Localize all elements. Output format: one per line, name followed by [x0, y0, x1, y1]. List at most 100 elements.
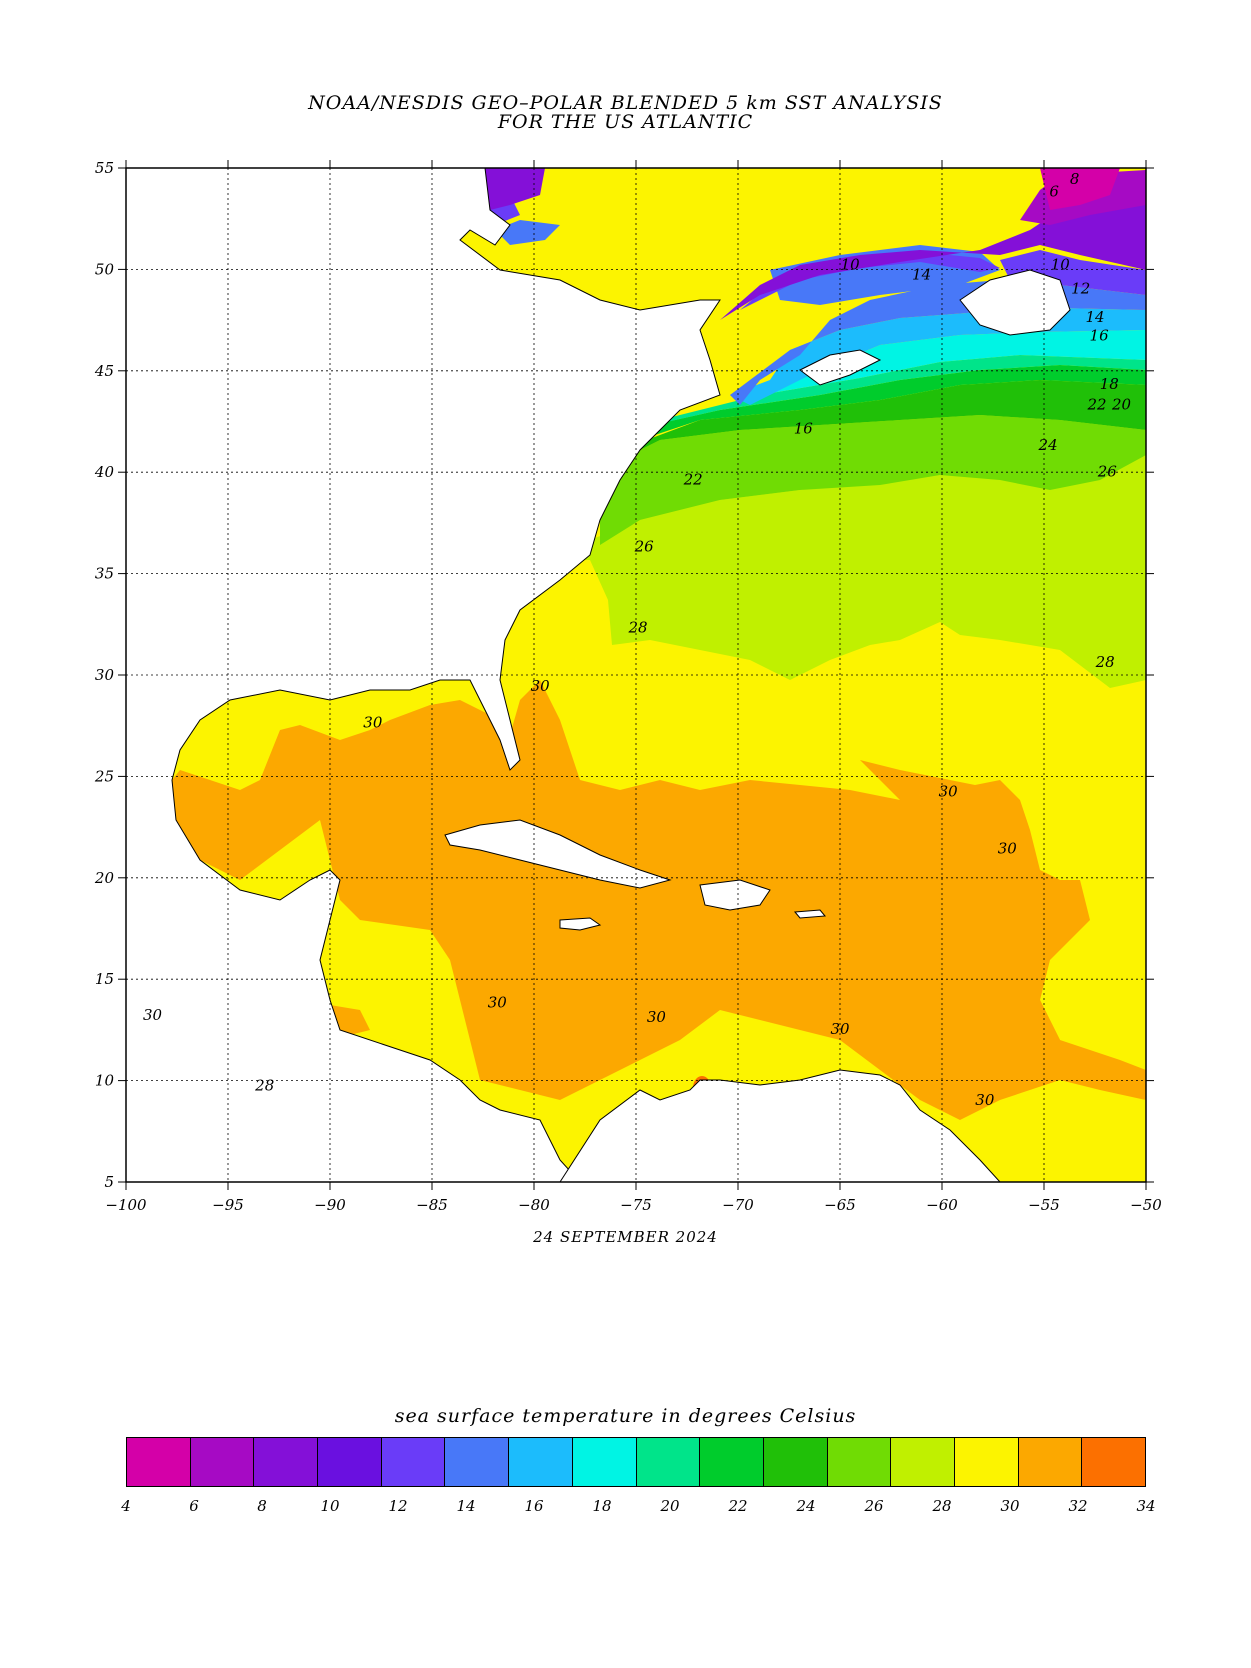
contour-label: 30 [975, 1091, 995, 1109]
contour-label: 30 [647, 1008, 667, 1026]
contour-label: 8 [1070, 170, 1080, 188]
sst-band-14-16 [730, 308, 1146, 405]
colorbar-segment [1082, 1438, 1145, 1486]
contour-label: 30 [488, 994, 508, 1012]
contour-label: 30 [830, 1020, 850, 1038]
tick-marks [118, 160, 1154, 1190]
contour-label: 30 [363, 714, 383, 732]
colorbar-tick-label: 14 [456, 1497, 476, 1515]
contour-label: 28 [1095, 653, 1115, 671]
land-nova-scotia [799, 349, 882, 386]
colorbar-segment [763, 1438, 828, 1486]
colorbar [126, 1437, 1146, 1487]
lon-tick-label: −95 [212, 1196, 244, 1214]
lat-tick-label: 5 [104, 1173, 114, 1191]
lat-tick-label: 55 [95, 159, 114, 177]
graticule [126, 168, 1146, 1182]
contour-label: 30 [531, 677, 551, 695]
sst-band-26-28 [540, 455, 1146, 688]
lat-tick-label: 40 [94, 463, 115, 481]
land-south-america [559, 1069, 1001, 1182]
analysis-date: 24 SEPTEMBER 2024 [533, 1228, 718, 1246]
land-puerto-rico [793, 909, 827, 919]
sst-band-8-10 [485, 168, 1146, 320]
colorbar-tick-label: 24 [796, 1497, 816, 1515]
sst-band-20-22 [625, 365, 1146, 445]
latitude-labels: 55 50 45 40 35 30 25 20 15 10 5 [94, 159, 115, 1191]
colorbar-segment [318, 1438, 382, 1486]
contour-label: 10 [1051, 255, 1071, 273]
contour-label: 6 [1049, 182, 1059, 200]
colorbar-segment [700, 1438, 764, 1486]
colorbar-segment [190, 1438, 255, 1486]
contour-label: 14 [912, 266, 931, 284]
colorbar-tick-label: 26 [864, 1497, 884, 1515]
colorbar-segment [127, 1438, 191, 1486]
colorbar-tick-label: 16 [524, 1497, 544, 1515]
lat-tick-label: 25 [94, 767, 114, 785]
lon-tick-label: −100 [105, 1196, 147, 1214]
lon-tick-label: −80 [518, 1196, 550, 1214]
sst-band-30-32-east [850, 760, 1060, 1090]
contour-label: 18 [1100, 375, 1119, 393]
contour-label: 22 [1086, 395, 1106, 413]
contour-label: 28 [254, 1077, 274, 1095]
sst-band-22-24 [620, 380, 1146, 460]
colorbar-segment [954, 1438, 1019, 1486]
colorbar-segment [1018, 1438, 1083, 1486]
contour-label: 16 [794, 420, 814, 438]
lon-tick-label: −55 [1028, 1196, 1060, 1214]
land-cuba [444, 819, 672, 889]
map-title-line1: NOAA/NESDIS GEO–POLAR BLENDED 5 km SST A… [308, 92, 943, 114]
contour-label: 24 [1038, 436, 1058, 454]
colorbar-labels: 4 6 8 10 12 14 16 18 20 22 24 26 28 30 32 34 [121, 1497, 1155, 1517]
colorbar-tick-label: 28 [932, 1497, 952, 1515]
colorbar-tick-label: 34 [1136, 1497, 1156, 1515]
lon-tick-label: −60 [926, 1196, 958, 1214]
lon-tick-label: −85 [416, 1196, 448, 1214]
sst-band-16-18 [740, 330, 1146, 400]
contour-label: 16 [1090, 326, 1110, 344]
longitude-labels: −100 −95 −90 −85 −80 −75 −70 −65 −60 −55 −50 [105, 1196, 1162, 1214]
lat-tick-label: 35 [95, 565, 114, 583]
colorbar-tick-label: 10 [320, 1497, 340, 1515]
land-hispaniola [699, 879, 771, 911]
colorbar-segment [509, 1438, 573, 1486]
colorbar-tick-label: 8 [257, 1497, 267, 1515]
colorbar-segment [636, 1438, 701, 1486]
contour-label: 20 [1111, 395, 1132, 413]
colorbar-tick-label: 12 [388, 1497, 408, 1515]
sst-band-24-26 [600, 415, 1146, 545]
lat-tick-label: 20 [94, 869, 115, 887]
contour-label: 22 [683, 470, 703, 488]
colorbar-segment [891, 1438, 955, 1486]
contour-label: 26 [634, 537, 655, 555]
lon-tick-label: −75 [620, 1196, 652, 1214]
contour-label: 26 [1097, 462, 1118, 480]
sst-band-4-6 [1040, 168, 1120, 210]
lat-tick-label: 30 [95, 666, 115, 684]
contour-label: 30 [998, 839, 1018, 857]
contour-label: 30 [939, 783, 959, 801]
contour-label: 14 [1085, 308, 1104, 326]
lon-tick-label: −65 [824, 1196, 856, 1214]
contour-label: 12 [1071, 280, 1090, 298]
lat-tick-label: 15 [95, 970, 114, 988]
lat-tick-label: 50 [95, 260, 115, 278]
map-title-line2: FOR THE US ATLANTIC [497, 111, 754, 133]
colorbar-title: sea surface temperature in degrees Celsi… [394, 1405, 857, 1427]
colorbar-segment [827, 1438, 892, 1486]
colorbar-tick-label: 32 [1068, 1497, 1088, 1515]
colorbar-segment [572, 1438, 637, 1486]
land-jamaica [559, 917, 602, 931]
lon-tick-label: −90 [314, 1196, 346, 1214]
colorbar-segment [254, 1438, 319, 1486]
sst-band-18-20 [640, 355, 1146, 428]
contour-label: 10 [841, 255, 861, 273]
lat-tick-label: 10 [95, 1072, 115, 1090]
lat-tick-label: 45 [94, 362, 114, 380]
colorbar-tick-label: 22 [728, 1497, 748, 1515]
lon-tick-label: −70 [722, 1196, 754, 1214]
